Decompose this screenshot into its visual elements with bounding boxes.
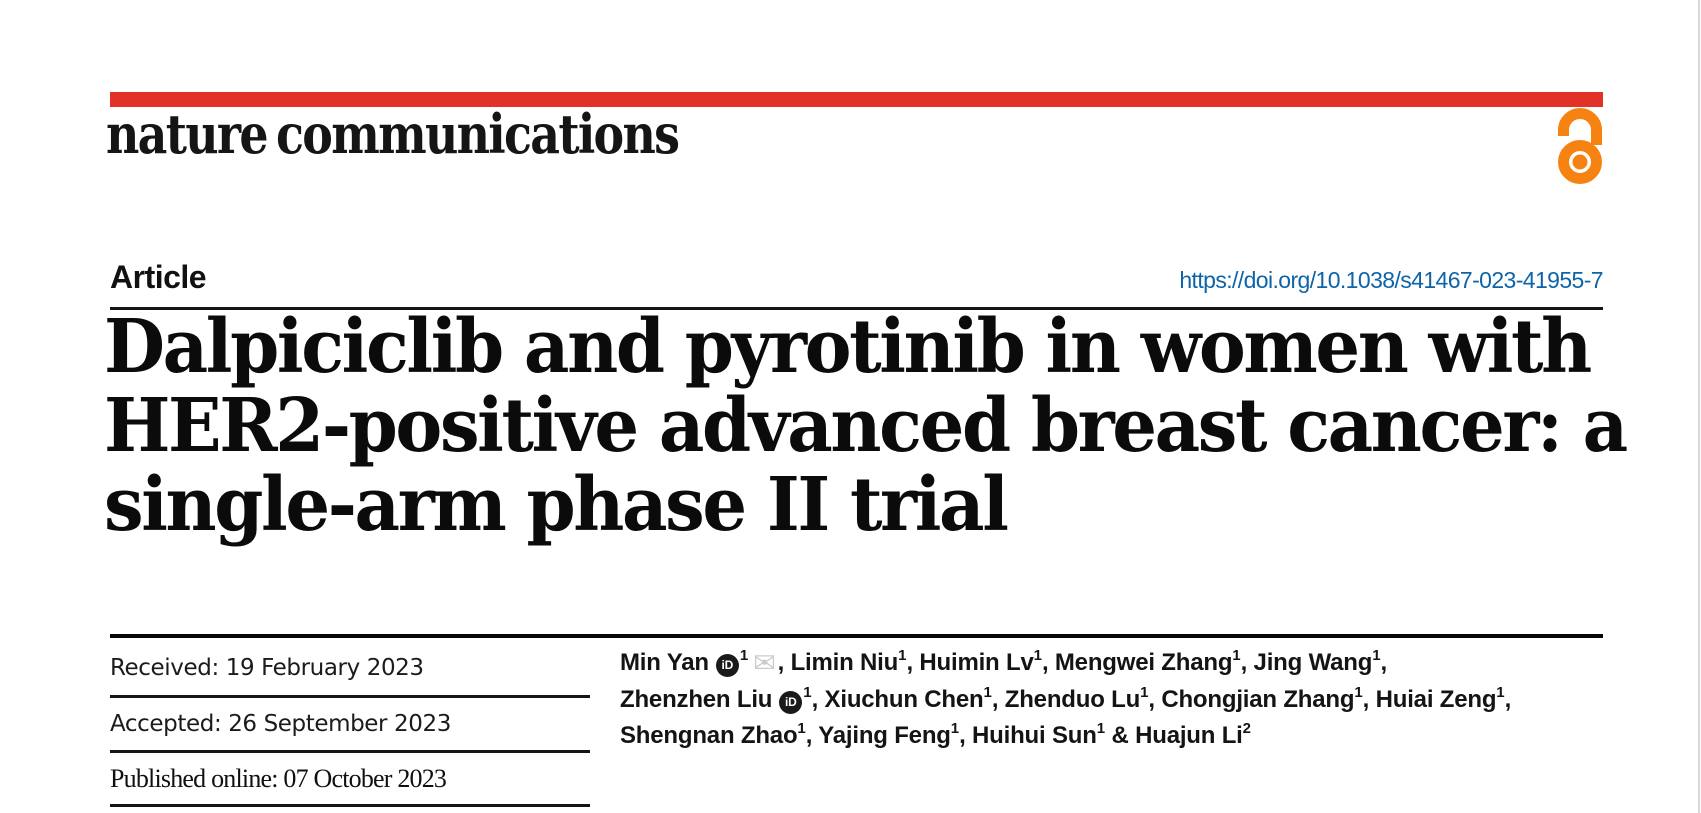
- affiliation-superscript: 1: [1232, 647, 1241, 664]
- email-icon[interactable]: ✉: [753, 648, 776, 679]
- open-access-icon: [1558, 108, 1602, 184]
- divider-dates: [110, 695, 590, 698]
- page-edge: [1698, 0, 1700, 813]
- author-line: Zhenzhen Liu iD1, Xiuchun Chen1, Zhenduo …: [620, 682, 1511, 718]
- affiliation-superscript: 1: [739, 647, 749, 664]
- title-line: single-arm phase II trial: [104, 462, 1009, 548]
- affiliation-superscript: 2: [1242, 720, 1251, 737]
- author-name-text: Min Yan: [620, 649, 709, 676]
- author-name-text: , Huiai Zeng: [1362, 686, 1497, 713]
- author-name-text: & Huajun Li: [1105, 722, 1243, 749]
- affiliation-superscript: 1: [1140, 684, 1149, 701]
- author-name-text: , Xiuchun Chen: [811, 686, 984, 713]
- divider-main: [110, 634, 1603, 638]
- journal-logo: nature communications: [106, 102, 680, 166]
- affiliation-superscript: 1: [1354, 684, 1363, 701]
- author-line: Shengnan Zhao1, Yajing Feng1, Huihui Sun…: [620, 718, 1511, 754]
- affiliation-superscript: 1: [898, 647, 907, 664]
- author-name-text: , Huihui Sun: [959, 722, 1097, 749]
- author-list: Min Yan iD1 ✉, Limin Niu1, Huimin Lv1, Men…: [620, 645, 1511, 754]
- author-name-text: , Zhenduo Lu: [991, 686, 1141, 713]
- doi-link[interactable]: https://doi.org/10.1038/s41467-023-41955…: [1179, 267, 1603, 293]
- divider-dates: [110, 804, 590, 807]
- affiliation-superscript: 1: [1372, 647, 1381, 664]
- affiliation-superscript: 1: [950, 720, 960, 737]
- journal-brand-bar: [110, 92, 1603, 107]
- author-name-text: , Jing Wang: [1240, 649, 1373, 676]
- author-name-text: Shengnan Zhao: [620, 722, 798, 749]
- article-type-label: Article: [110, 259, 207, 295]
- author-name-text: , Mengwei Zhang: [1041, 649, 1233, 676]
- author-name-text: ,: [1380, 649, 1388, 676]
- affiliation-superscript: 1: [803, 684, 812, 701]
- author-name-text: , Yajing Feng: [805, 722, 951, 749]
- affiliation-superscript: 1: [983, 684, 992, 701]
- accepted-date: Accepted: 26 September 2023: [110, 711, 451, 737]
- divider-dates: [110, 750, 590, 753]
- affiliation-superscript: 1: [797, 720, 806, 737]
- affiliation-superscript: 1: [1096, 720, 1106, 737]
- received-date: Received: 19 February 2023: [110, 655, 424, 681]
- author-name-text: , Chongjian Zhang: [1148, 686, 1355, 713]
- title-line: HER2-positive advanced breast cancer: a: [104, 383, 1628, 469]
- affiliation-superscript: 1: [1033, 647, 1042, 664]
- author-name-text: , Huimin Lv: [906, 649, 1034, 676]
- article-title: Dalpiciclib and pyrotinib in women with …: [104, 304, 1628, 548]
- affiliation-superscript: 1: [1496, 684, 1505, 701]
- orcid-icon[interactable]: iD: [779, 691, 803, 714]
- author-line: Min Yan iD1 ✉, Limin Niu1, Huimin Lv1, Men…: [620, 645, 1511, 682]
- author-name-text: Zhenzhen Liu: [620, 686, 773, 713]
- orcid-icon[interactable]: iD: [715, 654, 739, 677]
- divider-above-title: [110, 307, 1603, 310]
- title-line: Dalpiciclib and pyrotinib in women with: [104, 304, 1592, 390]
- author-name-text: ,: [1504, 686, 1512, 713]
- author-name-text: , Limin Niu: [777, 649, 899, 676]
- published-date: Published online: 07 October 2023: [110, 764, 447, 793]
